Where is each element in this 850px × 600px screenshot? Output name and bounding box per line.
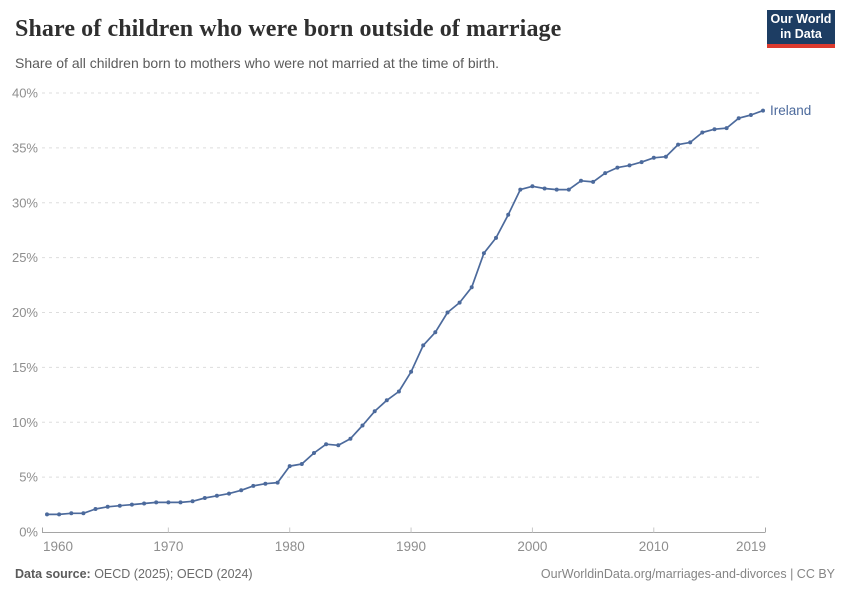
- data-point: [457, 300, 462, 305]
- data-point: [676, 142, 681, 147]
- data-point: [579, 178, 583, 183]
- y-axis-tick-label: 15%: [12, 360, 38, 375]
- data-point: [105, 504, 110, 509]
- data-point: [57, 512, 62, 517]
- data-point: [384, 398, 389, 403]
- data-point: [45, 512, 49, 517]
- y-axis-tick-label: 10%: [12, 415, 38, 430]
- owid-logo-line1: Our World: [770, 12, 832, 26]
- data-point: [396, 389, 401, 394]
- data-point: [275, 480, 280, 485]
- data-point: [506, 212, 511, 217]
- data-point: [591, 179, 596, 184]
- data-point: [651, 155, 656, 160]
- data-point: [142, 501, 147, 506]
- data-point: [736, 116, 741, 121]
- data-point: [409, 369, 414, 374]
- data-point: [494, 235, 498, 240]
- data-point: [129, 502, 134, 507]
- data-point: [348, 436, 353, 441]
- data-point: [287, 464, 292, 469]
- data-point: [178, 500, 183, 505]
- y-axis-tick-label: 5%: [19, 470, 38, 485]
- data-point: [700, 130, 705, 135]
- line-chart: 0% 5% 10% 15% 20% 25% 30% 35% 40% 1960 1970 1980 199…: [12, 86, 811, 555]
- data-point: [190, 499, 195, 504]
- series-end-label: Ireland: [770, 103, 811, 118]
- data-point: [69, 511, 74, 516]
- data-point: [603, 171, 608, 176]
- data-point: [214, 493, 219, 498]
- data-point: [421, 343, 426, 348]
- footer-citation-link[interactable]: OurWorldinData.org/marriages-and-divorce…: [540, 567, 835, 581]
- chart-footer: Data source: OECD (2025); OECD (2024) Ou…: [15, 566, 835, 582]
- data-point: [117, 503, 122, 508]
- y-axis-tick-label: 0%: [19, 525, 38, 540]
- y-axis-tick-label: 30%: [12, 195, 38, 210]
- data-point: [627, 163, 632, 168]
- data-point: [761, 108, 765, 113]
- data-point: [445, 310, 450, 315]
- series-line-ireland: [46, 109, 764, 516]
- y-axis-tick-label: 35%: [12, 140, 38, 155]
- data-point: [154, 500, 159, 505]
- data-point: [530, 184, 535, 189]
- data-point: [312, 451, 316, 455]
- data-source-value: OECD (2025); OECD (2024): [90, 567, 253, 581]
- data-point: [263, 481, 268, 486]
- data-point: [554, 187, 559, 192]
- data-source: Data source: OECD (2025); OECD (2024): [15, 566, 253, 582]
- owid-logo[interactable]: Our World in Data: [767, 10, 835, 48]
- data-point: [724, 126, 729, 131]
- x-axis-tick-label: 1980: [275, 539, 305, 554]
- data-point: [372, 409, 377, 414]
- data-point: [712, 127, 717, 132]
- data-point: [166, 500, 171, 505]
- x-axis-tick-label: 1960: [43, 539, 73, 554]
- data-point: [688, 140, 693, 145]
- data-point: [324, 442, 329, 447]
- chart-title: Share of children who were born outside …: [15, 16, 562, 42]
- x-axis-tick-label: 2019: [736, 539, 766, 554]
- data-point: [748, 113, 753, 117]
- data-point: [336, 443, 341, 448]
- data-source-label: Data source:: [15, 567, 91, 581]
- data-point: [433, 330, 438, 335]
- data-point: [227, 491, 231, 496]
- data-point: [469, 285, 474, 290]
- x-axis-tick-label: 1970: [153, 539, 183, 554]
- data-point: [251, 483, 256, 488]
- data-point: [81, 511, 86, 516]
- data-point: [93, 507, 98, 511]
- data-point: [360, 423, 365, 428]
- data-point: [518, 187, 523, 192]
- y-axis-tick-label: 20%: [12, 305, 38, 320]
- x-axis-tick-label: 2000: [517, 539, 547, 554]
- data-point: [299, 462, 304, 466]
- data-point: [202, 496, 207, 500]
- chart-subtitle: Share of all children born to mothers wh…: [15, 55, 500, 71]
- data-point: [639, 160, 644, 165]
- data-point: [239, 488, 244, 493]
- data-point: [566, 187, 571, 192]
- data-point: [542, 186, 547, 191]
- data-point: [663, 154, 668, 159]
- x-axis-tick-label: 1990: [396, 539, 426, 554]
- owid-logo-line2: in Data: [780, 27, 822, 41]
- data-point: [615, 165, 620, 170]
- data-point: [481, 251, 486, 256]
- y-axis-tick-label: 40%: [12, 86, 38, 101]
- x-axis-tick-label: 2010: [639, 539, 669, 554]
- y-axis-tick-label: 25%: [12, 250, 38, 265]
